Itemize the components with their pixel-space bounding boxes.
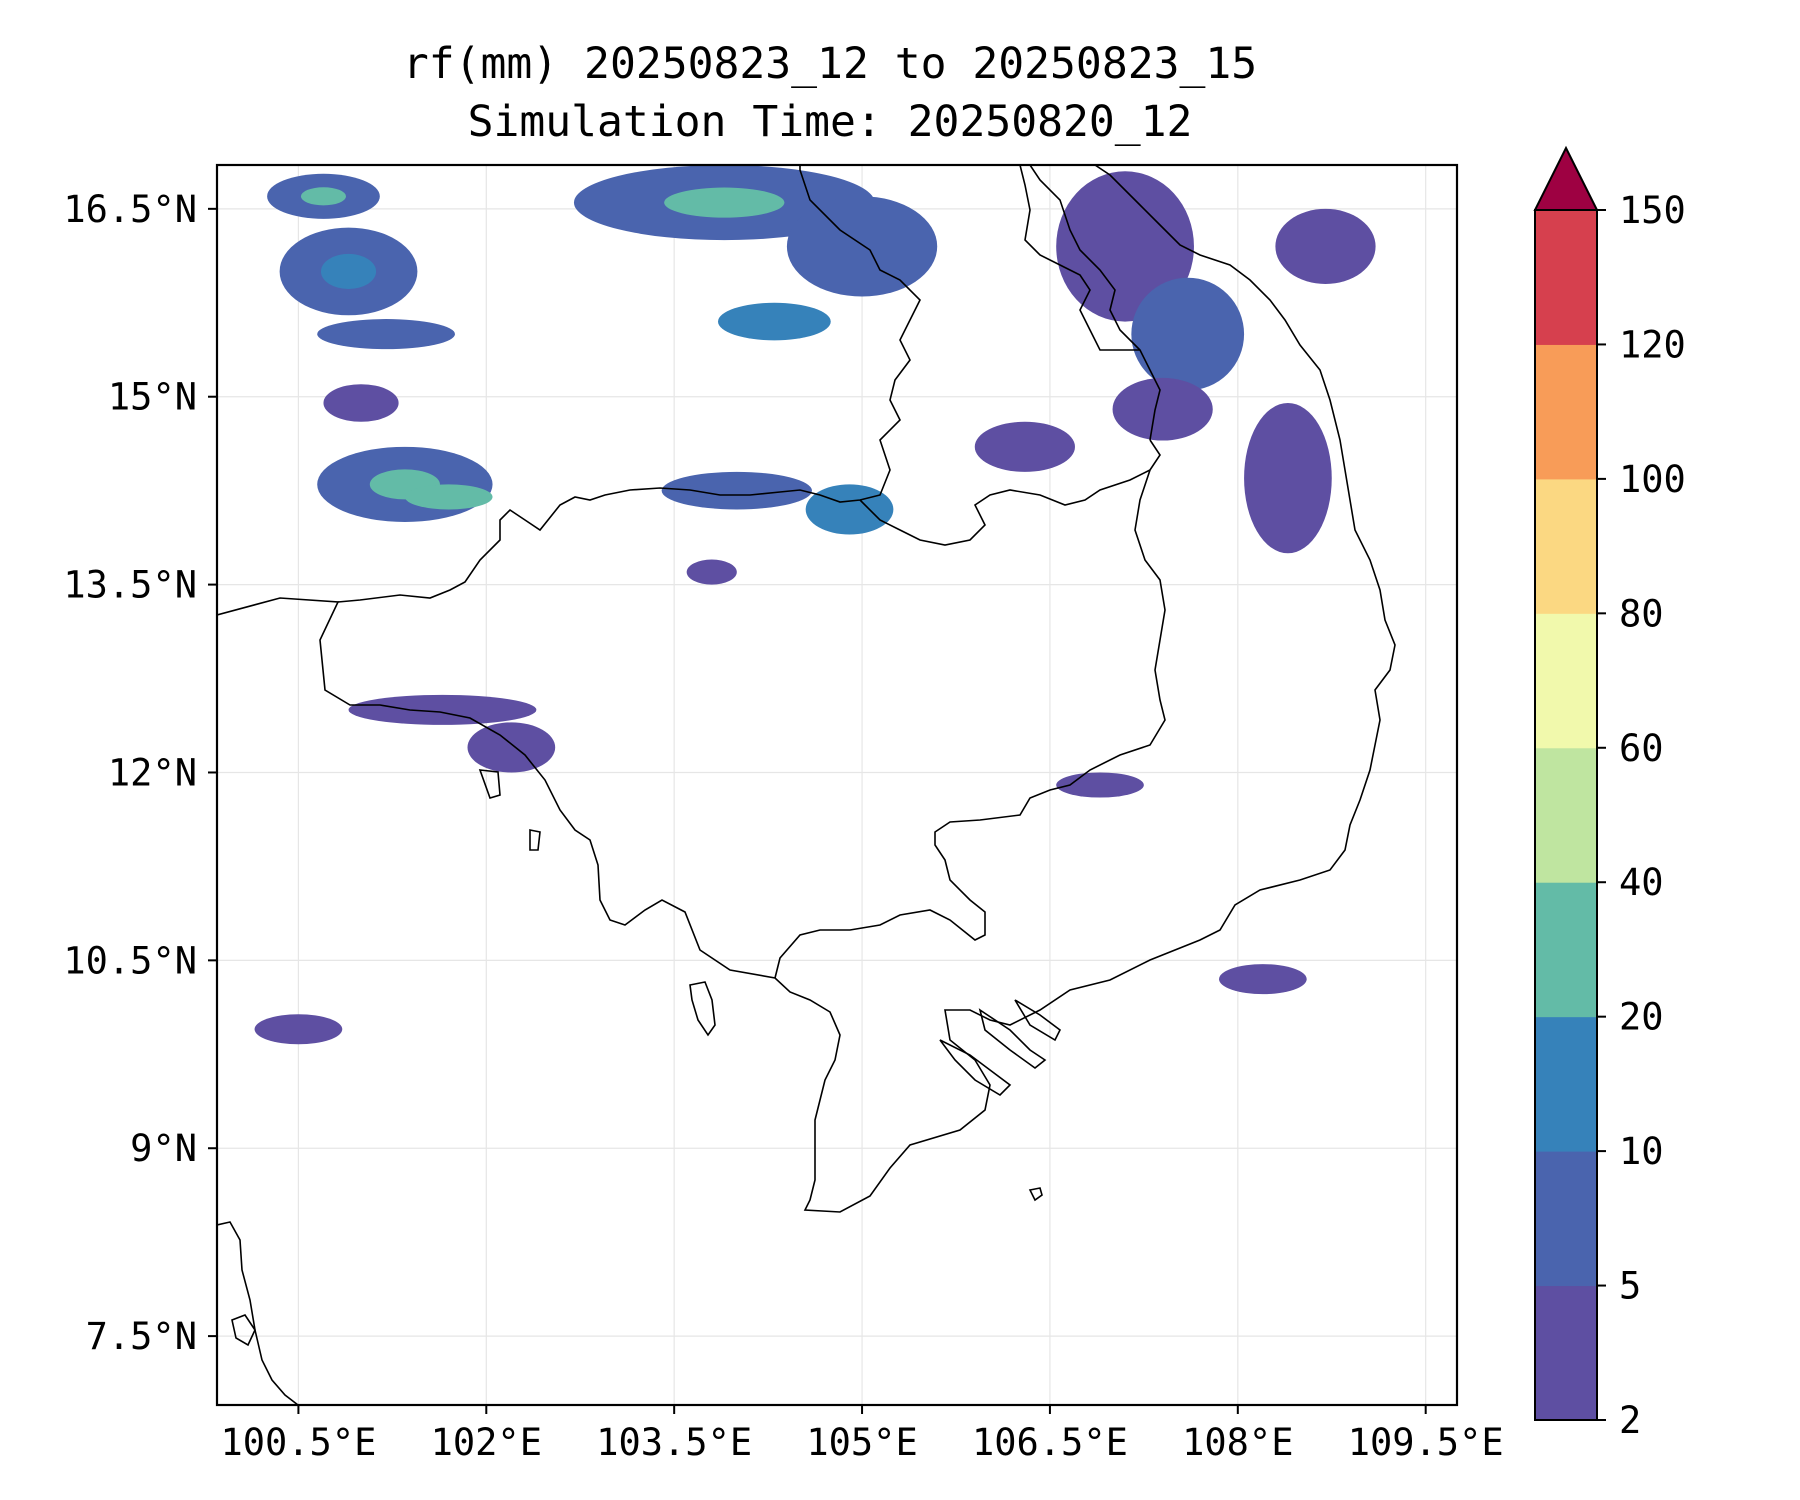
- rainfall-areas: [254, 165, 1376, 1045]
- colorbar-tick-label: 80: [1619, 592, 1664, 635]
- rain-area: [1112, 377, 1213, 441]
- x-tick-label: 102°E: [431, 1421, 542, 1464]
- colorbar-frame: [1534, 209, 1598, 1421]
- rain-area: [1056, 171, 1194, 322]
- colorbar: 2 5 10 20 40 60 80 100 120 150: [1533, 145, 1686, 1442]
- rain-area: [786, 196, 938, 297]
- colorbar-tick-label: 2: [1619, 1399, 1641, 1442]
- colorbar-tick-label: 10: [1619, 1130, 1664, 1173]
- map-subtitle: Simulation Time: 20250820_12: [467, 97, 1193, 147]
- colorbar-segment: [1535, 1285, 1597, 1421]
- map-frame: [215, 163, 1459, 1407]
- colorbar-segment: [1535, 613, 1597, 749]
- border-laos-vietnam: [1029, 165, 1161, 441]
- rain-area: [974, 421, 1075, 472]
- gridlines: [217, 165, 1457, 1405]
- colorbar-extend-arrow: [1533, 145, 1599, 211]
- x-tick-label: 108°E: [1182, 1421, 1293, 1464]
- colorbar-segment: [1535, 1151, 1597, 1287]
- border-thailand-laos: [1019, 165, 1140, 351]
- x-tick-label: 109.5°E: [1348, 1421, 1504, 1464]
- rain-area: [805, 484, 894, 535]
- delta-islands: [939, 999, 1062, 1097]
- colorbar-segment: [1535, 1016, 1597, 1152]
- y-tick-label: 7.5°N: [86, 1315, 197, 1358]
- rain-area: [317, 319, 455, 350]
- rain-area: [467, 722, 556, 773]
- coastline-peninsula: [217, 1221, 299, 1405]
- rain-area: [661, 471, 812, 510]
- y-tick-label: 16.5°N: [63, 188, 197, 231]
- y-tick-label: 12°N: [108, 751, 197, 794]
- rain-area: [718, 302, 831, 341]
- colorbar-tick-label: 120: [1619, 323, 1686, 366]
- islands-trat: [478, 769, 541, 851]
- y-tick-label: 15°N: [108, 376, 197, 419]
- colorbar-segment: [1535, 344, 1597, 480]
- rain-area: [323, 384, 399, 422]
- rain-area: [404, 484, 493, 510]
- y-tick-label: 13.5°N: [63, 564, 197, 607]
- colorbar-segment: [1535, 210, 1597, 345]
- rain-area-core: [320, 253, 377, 289]
- rain-area: [686, 559, 737, 585]
- axis-ticks: 100.5°E 102°E 103.5°E 105°E 106.5°E 108°E 109.…: [63, 188, 1503, 1464]
- rain-area: [1244, 402, 1332, 554]
- rain-area-core: [300, 187, 347, 206]
- colorbar-tick-label: 5: [1619, 1265, 1641, 1308]
- colorbar-segment: [1535, 882, 1597, 1018]
- rain-area-core: [664, 187, 785, 218]
- x-tick-label: 105°E: [806, 1421, 917, 1464]
- rain-area: [1219, 964, 1307, 995]
- colorbar-tick-label: 40: [1619, 861, 1664, 904]
- island-condao: [1028, 1187, 1043, 1202]
- x-tick-label: 100.5°E: [220, 1421, 376, 1464]
- colorbar-tick-label: 100: [1619, 458, 1686, 501]
- rain-area: [348, 694, 537, 725]
- x-tick-label: 106.5°E: [972, 1421, 1128, 1464]
- coastline-islet: [231, 1314, 256, 1347]
- colorbar-segment: [1535, 478, 1597, 614]
- colorbar-tick-label: 20: [1619, 996, 1664, 1039]
- colorbar-segment: [1535, 747, 1597, 883]
- y-tick-label: 9°N: [130, 1127, 197, 1170]
- map-title: rf(mm) 20250823_12 to 20250823_15: [402, 39, 1258, 89]
- border-thailand-cambodia: [337, 165, 921, 603]
- y-tick-label: 10.5°N: [63, 939, 197, 982]
- colorbar-tick-label: 150: [1619, 189, 1686, 232]
- border-cambodia-laos: [859, 439, 1161, 546]
- x-tick-label: 103.5°E: [596, 1421, 752, 1464]
- island-phuquoc: [689, 981, 716, 1037]
- coastline-gulf: [217, 165, 1396, 1213]
- colorbar-tick-label: 60: [1619, 727, 1664, 770]
- border-cambodia-vietnam: [774, 469, 1166, 979]
- coastlines-borders: [217, 165, 1396, 1405]
- rain-area: [254, 1014, 343, 1045]
- rain-area: [1131, 277, 1245, 391]
- rain-area: [1275, 208, 1376, 284]
